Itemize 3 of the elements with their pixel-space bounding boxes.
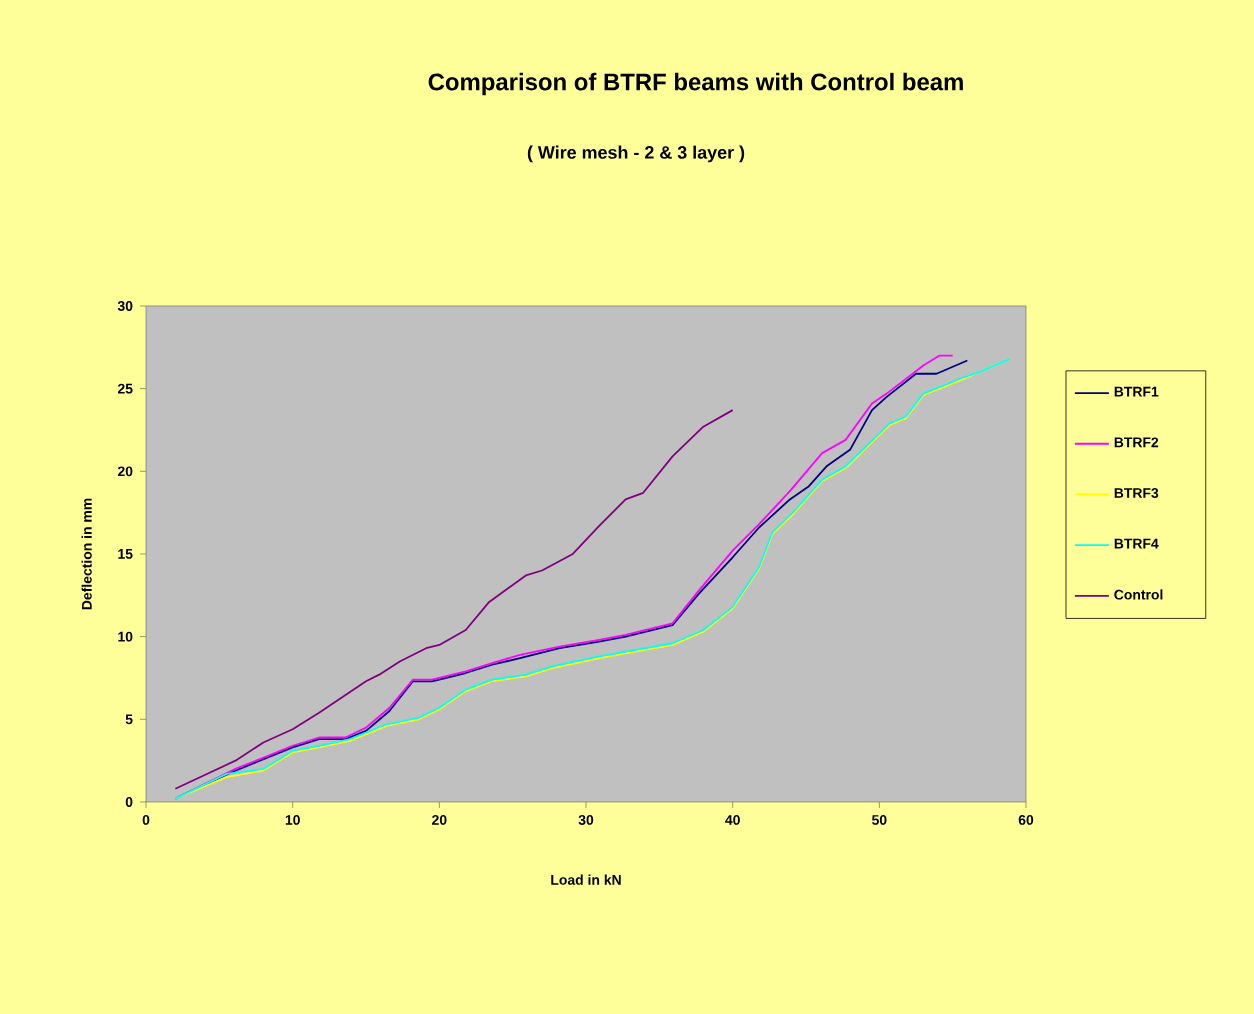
chart-title: Comparison of BTRF beams with Control beam (428, 72, 963, 96)
line-series (174, 409, 734, 790)
chart-subtitle: ( Wire mesh - 2 & 3 layer ) (527, 145, 745, 163)
